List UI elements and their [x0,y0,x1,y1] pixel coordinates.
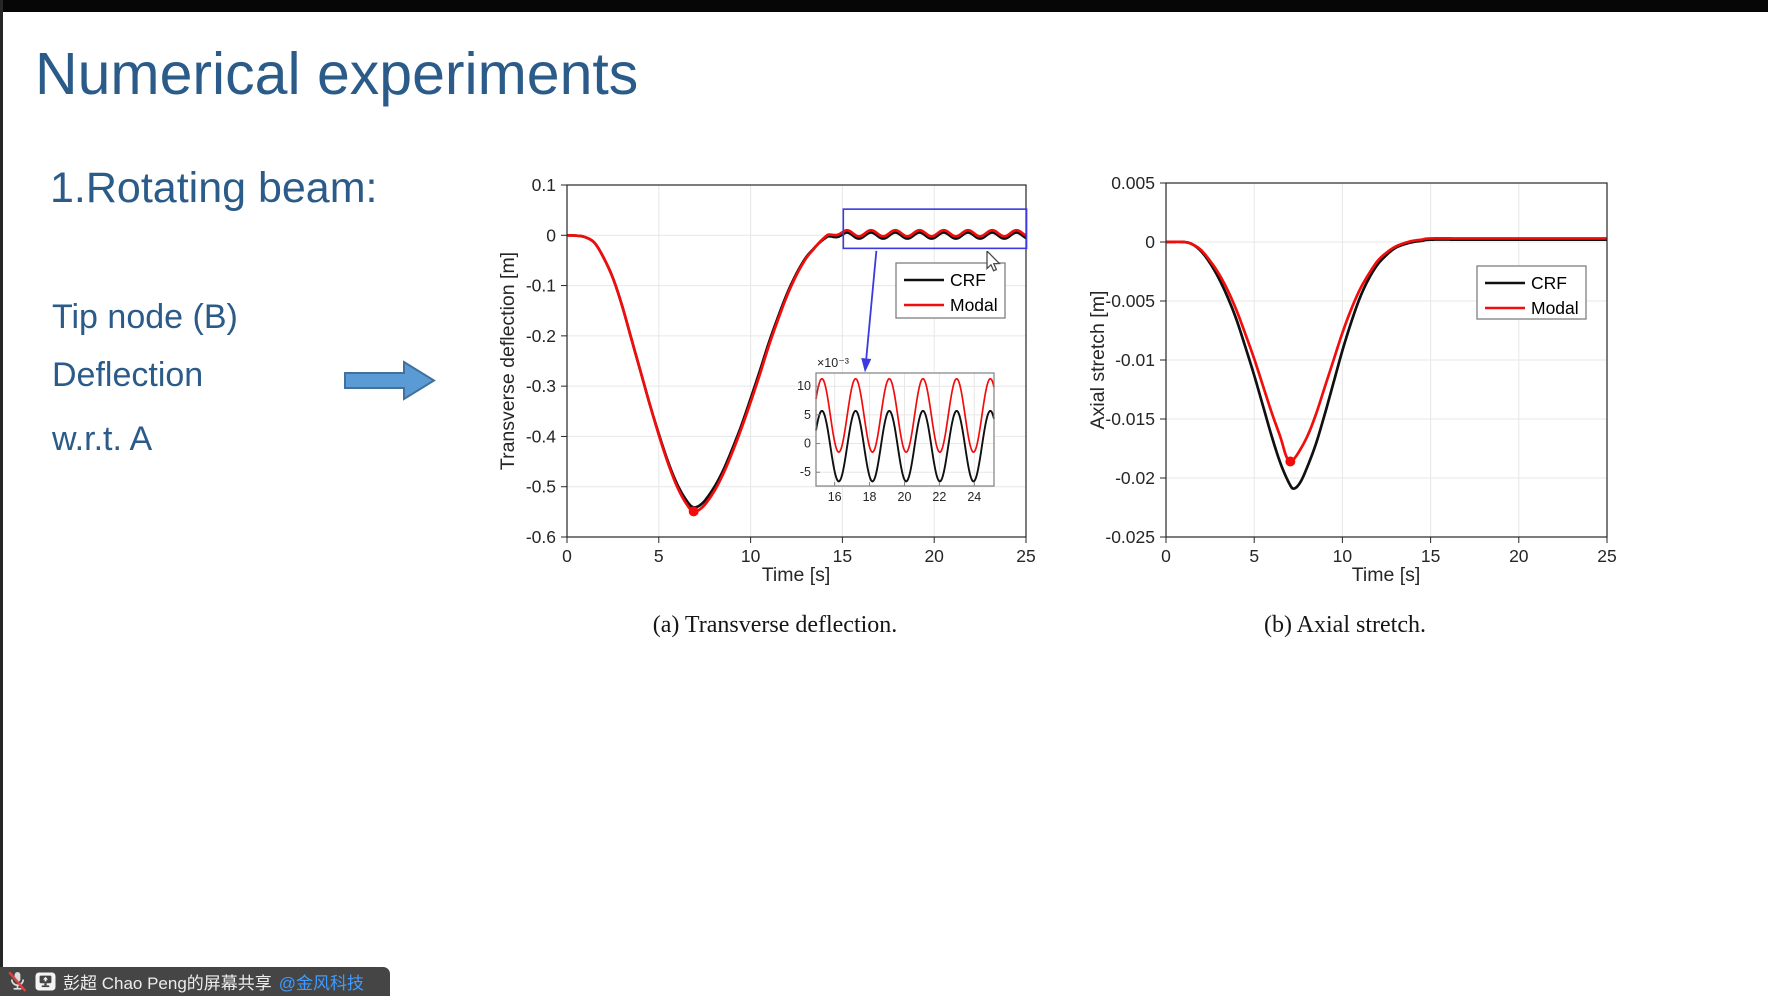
legend-label-modal: Modal [1531,298,1579,318]
y-tick-label: -0.6 [526,527,556,547]
y-tick-label: -0.015 [1105,409,1155,429]
x-axis-label: Time [s] [1352,564,1421,586]
x-tick-label: 0 [1161,546,1171,566]
y-tick-label: -0.005 [1105,291,1155,311]
y-tick-label: 0 [546,225,556,245]
x-tick-label: 10 [1333,546,1353,566]
inset-y-tick-label: -5 [800,465,811,479]
x-tick-label: 5 [1249,546,1259,566]
x-tick-label: 25 [1597,546,1616,566]
legend-label-modal: Modal [950,295,998,315]
inset-axes-box [815,372,995,487]
inset-x-tick-label: 16 [828,490,842,504]
mouse-cursor-icon [986,251,1001,272]
inset-x-tick-label: 18 [863,490,877,504]
y-axis-label: Transverse deflection [m] [497,252,519,470]
y-tick-label: -0.02 [1115,468,1155,488]
microphone-muted-icon [8,971,27,992]
x-axis-label: Time [s] [762,564,831,586]
inset-series-crf [815,409,995,483]
share-text: 彭超 Chao Peng的屏幕共享 [63,974,272,993]
zoom-region-rect [842,208,1028,250]
inset-plot: 16 18 20 22 24 10 5 0 -5 ×10⁻³ [797,356,995,504]
inset-y-tick-label: 10 [797,379,811,393]
chart-axial-stretch: 0 5 10 15 20 25 0.005 0 -0.005 -0.01 -0.015 -0.02 -0… [1087,173,1617,586]
legend: CRF Modal [895,262,1006,319]
annotation-arrow-line [865,250,878,359]
plot: 0 5 10 15 20 25 0.005 0 -0.005 -0.01 -0.015 -0.02 -0… [1087,173,1617,586]
y-tick-label: -0.5 [526,477,556,497]
y-tick-label: -0.3 [526,376,556,396]
note-deflection: Deflection [52,356,204,394]
min-marker-modal [688,506,699,517]
y-tick-label: 0.005 [1111,173,1155,193]
x-tick-label: 20 [1509,546,1529,566]
y-tick-label: -0.025 [1105,527,1155,547]
min-marker-modal [1285,456,1296,467]
inset-x-tick-label: 20 [898,490,912,504]
annotation-arrow-head [861,358,872,373]
y-axis-label: Axial stretch [m] [1087,291,1109,430]
y-tick-label: 0.1 [532,175,556,195]
legend-box [1476,265,1587,320]
top-black-bar [0,0,1768,12]
x-tick-label: 15 [833,546,852,566]
y-tick-label: -0.1 [526,276,556,296]
legend: CRF Modal [1476,265,1587,320]
x-tick-label: 20 [924,546,944,566]
legend-label-crf: CRF [1531,273,1567,293]
inset-x-tick-label: 24 [967,490,981,504]
inset-y-tick-label: 0 [804,437,811,451]
y-tick-label: -0.4 [526,426,556,446]
y-tick-label: -0.01 [1115,350,1155,370]
plot: 0 5 10 15 20 25 0.1 0 -0.1 -0.2 -0.3 -0.4 -0.5 -0.6 Ti… [497,175,1036,586]
inset-scale-label: ×10⁻³ [817,356,849,370]
note-tip-node: Tip node (B) [52,298,238,336]
x-tick-label: 15 [1421,546,1440,566]
inset-x-tick-label: 22 [932,490,946,504]
left-edge-strip [0,0,3,996]
x-tick-label: 25 [1016,546,1035,566]
flow-arrow-icon [344,360,436,401]
legend-box [895,262,1006,319]
inset-series-modal [815,377,995,454]
x-tick-label: 10 [741,546,761,566]
share-banner[interactable]: 彭超 Chao Peng的屏幕共享 @金风科技 [0,967,390,996]
inset-y-tick-label: 5 [804,408,811,422]
page-title: Numerical experiments [35,41,639,107]
y-tick-label: 0 [1145,232,1155,252]
caption-a: (a) Transverse deflection. [652,612,898,638]
screen-share-icon [35,972,56,991]
series-modal [1165,237,1608,463]
series-modal [566,228,1027,513]
axes-box [566,184,1027,538]
y-tick-label: -0.2 [526,326,556,346]
share-mention-link: @金风科技 [278,974,365,993]
note-wrt-a: w.r.t. A [52,420,153,458]
legend-label-crf: CRF [950,270,986,290]
chart-transverse-deflection: 0 5 10 15 20 25 0.1 0 -0.1 -0.2 -0.3 -0.4 -0.5 -0.6 Ti… [497,175,1036,586]
section-heading: 1.Rotating beam: [50,164,378,212]
x-tick-label: 5 [654,546,664,566]
caption-b: (b) Axial stretch. [1264,612,1426,638]
x-tick-label: 0 [562,546,572,566]
